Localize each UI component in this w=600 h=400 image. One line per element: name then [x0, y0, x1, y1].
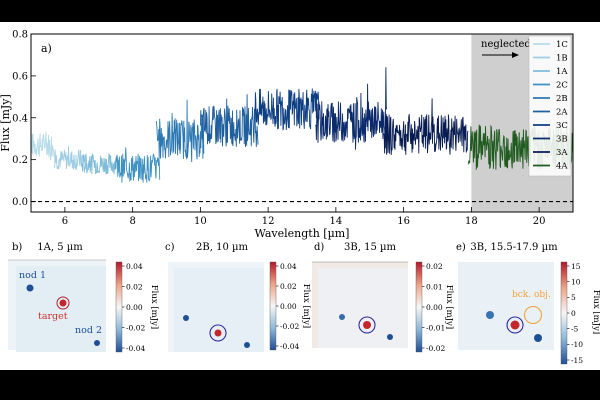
panel-label-d: d)	[314, 242, 324, 253]
y-tick-label: 0.6	[12, 71, 28, 82]
legend-entry: 3C	[556, 121, 568, 131]
colorbar-tick-label: 0.00	[126, 303, 143, 312]
image-panel-c: c) 2B, 10 µm 0.04 0.02 0.00 -0.02 -0.04 Flux…	[165, 242, 311, 352]
y-tick-label: 0.8	[12, 30, 28, 41]
colorbar-tick-label: 0	[571, 309, 576, 318]
colorbar-tick-label: 0.04	[126, 262, 143, 271]
colorbar-b-label: Flux [mJy]	[149, 285, 159, 330]
colorbar-b-ticks: 0.04 0.02 0.00 -0.02 -0.04	[122, 262, 145, 353]
panel-b-title: 1A, 5 µm	[37, 242, 83, 253]
spectrum-3A	[382, 98, 469, 156]
y-ticks: 0.0 0.2 0.4 0.6 0.8	[12, 30, 36, 208]
spectrum-panel: 6 8 10 12 14 16 18 20 0.0 0.2 0.4 0.6 0.8 a) Wavele…	[0, 30, 574, 240]
colorbar-tick-label: 5	[571, 293, 576, 302]
x-tick-label: 8	[129, 216, 135, 227]
image-panel-d: d) 3B, 15 µm 0.02 0.01 0.00 -0.01 -0.02 Flux…	[312, 242, 454, 353]
main-axes-frame	[30, 33, 574, 213]
target-label: target	[38, 311, 68, 322]
colorbar-tick-label: -5	[571, 324, 579, 333]
colorbar-tick-label: -0.01	[426, 323, 445, 332]
nod-2-label: nod 2	[75, 325, 102, 336]
colorbar-tick-label: 0.00	[280, 302, 297, 311]
spectrum-2C	[115, 147, 161, 183]
colorbar-tick-label: 0.01	[426, 282, 443, 291]
panel-d-image	[312, 261, 408, 348]
x-tick-label: 12	[262, 216, 275, 227]
spectrum-2B	[155, 99, 205, 163]
colorbar-d-ticks: 0.02 0.01 0.00 -0.01 -0.02	[422, 262, 445, 353]
background-object-label: bck. obj.	[512, 290, 551, 300]
colorbar-tick-label: 0.02	[126, 282, 143, 291]
x-tick-label: 14	[330, 216, 343, 227]
image-panel-e: e) 3B, 15.5-17.9 µm bck. obj. 15 10 5 0 -5 -1…	[456, 242, 600, 365]
x-tick-label: 20	[533, 216, 546, 227]
colorbar-tick-label: -0.04	[280, 342, 299, 351]
colorbar-b	[115, 261, 123, 353]
colorbar-tick-label: -0.02	[426, 344, 445, 353]
colorbar-tick-label: -0.04	[126, 344, 145, 353]
y-tick-label: 0.4	[12, 113, 28, 124]
colorbar-tick-label: -0.02	[280, 322, 299, 331]
legend-entry: 4A	[556, 162, 568, 172]
image-panel-b: b) 1A, 5 µm nod 1 target nod 2 0.040.020…	[8, 242, 159, 353]
colorbar-tick-label: 0.04	[280, 262, 297, 271]
y-tick-label: 0.2	[12, 155, 28, 166]
legend-entry: 3A	[556, 148, 568, 158]
colorbar-tick-label: -10	[571, 340, 583, 349]
neglected-label: neglected	[481, 39, 531, 50]
nod-1-label: nod 1	[19, 270, 46, 281]
spectrum-3C	[254, 88, 320, 131]
x-ticks: 6 8 10 12 14 16 18 20	[62, 207, 546, 227]
x-axis-label: Wavelength [µm]	[255, 227, 350, 240]
colorbar-d-label: Flux [mJy]	[444, 285, 454, 330]
legend-entry: 2A	[556, 108, 568, 118]
colorbar-tick-label: 15	[571, 262, 581, 271]
colorbar-tick-label: -15	[571, 356, 583, 365]
colorbar-tick-label: 10	[571, 277, 581, 286]
colorbar-tick-label: 0.00	[426, 303, 443, 312]
panel-label-a: a)	[41, 42, 52, 55]
panel-b-image	[8, 259, 106, 352]
legend: 1C 1B 1A 2C 2B 2A 3C 3B 3A 4A	[528, 35, 572, 177]
x-tick-label: 18	[465, 216, 478, 227]
panel-label-c: c)	[165, 242, 175, 253]
figure: 6 8 10 12 14 16 18 20 0.0 0.2 0.4 0.6 0.8 a) Wavele…	[0, 22, 600, 370]
legend-entry: 1C	[556, 40, 568, 50]
panel-e-title: 3B, 15.5-17.9 µm	[470, 242, 558, 253]
colorbar-c-label: Flux [mJy]	[301, 284, 311, 329]
legend-entry: 2C	[556, 81, 568, 91]
colorbar-tick-label: -0.02	[126, 323, 145, 332]
spectrum-3B	[315, 67, 388, 150]
colorbar-tick-label: 0.02	[280, 282, 297, 291]
panel-c-image	[168, 262, 264, 352]
colorbar-d	[415, 261, 423, 353]
colorbar-c-ticks: 0.04 0.02 0.00 -0.02 -0.04	[276, 262, 299, 351]
panel-c-title: 2B, 10 µm	[196, 242, 248, 253]
x-tick-label: 16	[397, 216, 410, 227]
colorbar-e-label: Flux [mJy]	[591, 290, 600, 335]
x-tick-label: 10	[194, 216, 207, 227]
spectrum-2A	[199, 94, 259, 148]
legend-entry: 1A	[556, 67, 568, 77]
spectrum-1A	[81, 152, 120, 178]
x-tick-label: 6	[62, 216, 68, 227]
neglected-arrow-head	[512, 52, 519, 58]
panel-d-title: 3B, 15 µm	[344, 242, 396, 253]
colorbar-tick-label: 0.02	[426, 262, 443, 271]
legend-entry: 3B	[556, 135, 568, 145]
colorbar-c	[269, 261, 277, 351]
panel-label-e: e)	[456, 242, 466, 253]
colorbar-e-ticks: 15 10 5 0 -5 -10 -15	[567, 262, 583, 365]
legend-entry: 1B	[556, 54, 568, 64]
spectrum-1B	[54, 146, 86, 170]
panel-label-b: b)	[12, 242, 22, 253]
colorbar-e	[560, 261, 568, 365]
y-tick-label: 0.0	[12, 197, 28, 208]
y-axis-label: Flux [mJy]	[0, 94, 12, 152]
legend-entry: 2B	[556, 94, 568, 104]
spectrum-1C	[31, 131, 56, 161]
panel-e-image	[458, 262, 554, 350]
figure-svg: 6 8 10 12 14 16 18 20 0.0 0.2 0.4 0.6 0.8 a) Wavele…	[0, 30, 600, 365]
